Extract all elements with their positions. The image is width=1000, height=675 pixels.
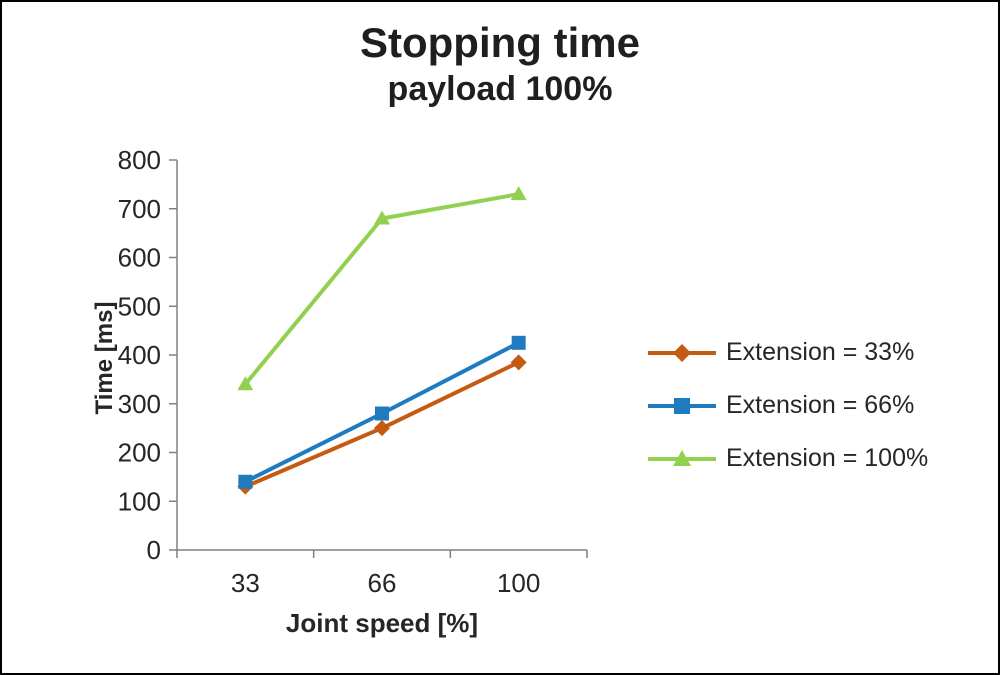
legend-square-swatch-icon — [648, 397, 716, 414]
y-tick-label: 100 — [118, 486, 161, 516]
legend-label: Extension = 66% — [726, 391, 915, 419]
y-tick-label: 200 — [118, 438, 161, 468]
y-tick-label: 500 — [118, 291, 161, 321]
y-tick-label: 300 — [118, 389, 161, 419]
legend-square-marker-icon — [674, 397, 690, 414]
y-tick-label: 800 — [118, 145, 161, 175]
legend-item-1: Extension = 33% — [646, 338, 928, 367]
y-tick-label: 400 — [118, 340, 161, 370]
legend: Extension = 33% Extension = 66% Extension … — [646, 338, 928, 473]
legend-item-3: Extension = 100% — [646, 444, 928, 473]
y-tick-label: 700 — [118, 194, 161, 224]
square-marker-icon — [238, 474, 253, 489]
chart-title: Stopping time — [360, 19, 640, 66]
triangle-marker-icon — [374, 210, 390, 225]
square-marker-icon — [375, 406, 389, 421]
diamond-marker-icon — [374, 420, 390, 437]
title-block: Stopping time payload 100% — [2, 19, 998, 109]
legend-triangle-marker-icon — [673, 449, 691, 466]
legend-diamond-swatch-icon — [648, 343, 716, 362]
plot-area: 0 100 200 300 400 500 600 700 800 33 66 100 — [118, 145, 588, 598]
legend-label: Extension = 33% — [726, 338, 915, 366]
chart-subtitle: payload 100% — [387, 70, 613, 109]
legend-diamond-marker-icon — [673, 343, 691, 362]
x-tick-label: 66 — [368, 568, 397, 598]
x-tick-label: 33 — [231, 568, 260, 598]
diamond-marker-icon — [510, 354, 527, 371]
legend-label: Extension = 100% — [726, 444, 929, 472]
square-marker-icon — [511, 335, 526, 350]
triangle-marker-icon — [510, 186, 527, 201]
legend-item-2: Extension = 66% — [646, 391, 928, 420]
legend-triangle-swatch-icon — [648, 449, 716, 466]
y-tick-label: 0 — [147, 535, 161, 565]
y-tick-label: 600 — [118, 243, 161, 273]
x-tick-label: 100 — [497, 568, 540, 598]
triangle-marker-icon — [237, 376, 254, 391]
x-axis-title: Joint speed [%] — [285, 608, 479, 638]
